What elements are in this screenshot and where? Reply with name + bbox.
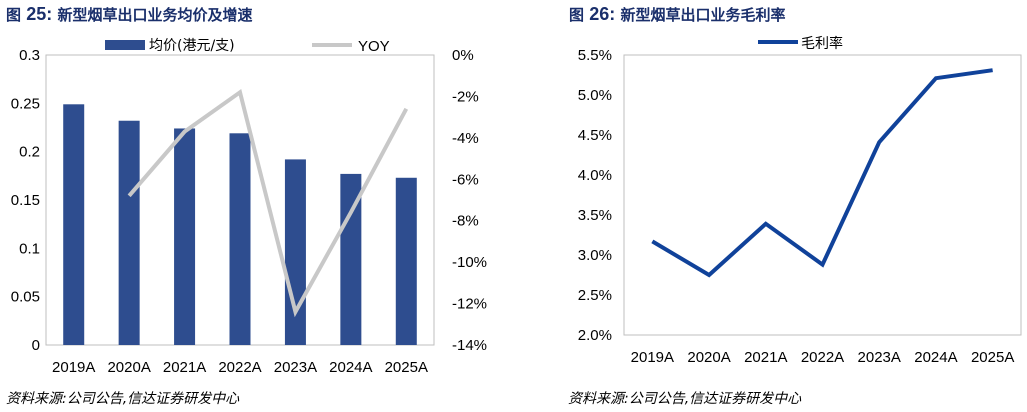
margin-x-tick-label: 2021A: [744, 349, 787, 366]
right-axis-tick-label: -4%: [452, 130, 479, 147]
left-chart: 0 0.05 0.1 0.15 0.2 0.25 0.3 0% -2% -4% -6% -8% -10…: [11, 38, 487, 376]
left-y-axis-ticks: 0 0.05 0.1 0.15 0.2 0.25 0.3: [11, 47, 40, 354]
price-bar: [229, 133, 251, 345]
price-bar: [284, 159, 306, 345]
left-figure-prefix: 图: [6, 6, 22, 24]
right-axis-tick-label: 0%: [452, 47, 474, 64]
left-figure-number: 25:: [26, 4, 53, 24]
right-plot-frame: [623, 54, 1022, 336]
left-axis-tick-label: 0.05: [11, 289, 40, 306]
price-bars: [63, 104, 417, 345]
margin-x-tick-label: 2019A: [631, 349, 674, 366]
left-axis-tick-label: 0.1: [19, 240, 40, 257]
left-figure-title-text: 新型烟草出口业务均价及增速: [57, 6, 253, 24]
right-figure-title: 图 26: 新型烟草出口业务毛利率: [569, 4, 786, 25]
right-axis-tick-label: -8%: [452, 213, 479, 230]
margin-line: [651, 68, 993, 278]
price-bar: [340, 173, 362, 345]
left-x-tick-label: 2021A: [163, 359, 206, 376]
price-bar: [395, 177, 417, 345]
margin-x-axis-ticks: 2019A 2020A 2021A 2022A 2023A 2024A 2025A: [631, 349, 1015, 366]
yoy-line: [127, 88, 409, 318]
legend-yoy-label: YOY: [358, 38, 390, 55]
margin-x-tick-label: 2020A: [687, 349, 730, 366]
left-x-tick-label: 2025A: [385, 359, 428, 376]
right-source-note: 资料来源:公司公告,信达证券研发中心: [568, 391, 802, 407]
margin-y-tick-label: 3.0%: [578, 247, 612, 264]
legend-price-swatch: [105, 40, 145, 50]
margin-y-tick-label: 2.5%: [578, 287, 612, 304]
legend-price-label: 均价(港元/支): [149, 38, 235, 54]
margin-y-axis-ticks: 2.0% 2.5% 3.0% 3.5% 4.0% 4.5% 5.0% 5.5%: [578, 47, 612, 344]
margin-x-tick-label: 2025A: [971, 349, 1014, 366]
margin-x-tick-label: 2023A: [858, 349, 901, 366]
right-y-axis-ticks: 0% -2% -4% -6% -8% -10% -12% -14%: [452, 47, 487, 354]
margin-y-tick-label: 5.0%: [578, 87, 612, 104]
right-axis-tick-label: -2%: [452, 88, 479, 105]
left-x-tick-label: 2024A: [329, 359, 372, 376]
margin-y-tick-label: 3.5%: [578, 207, 612, 224]
price-bar: [174, 128, 196, 345]
legend-margin-label: 毛利率: [801, 35, 843, 52]
right-axis-tick-label: -6%: [452, 171, 479, 188]
margin-x-tick-label: 2024A: [914, 349, 957, 366]
left-axis-tick-label: 0.15: [11, 192, 40, 209]
right-figure-number: 26:: [589, 4, 616, 24]
margin-y-tick-label: 2.0%: [578, 327, 612, 344]
right-chart: 2.0%2.5%3.0%3.5%4.0%4.5%5.0%5.5% 2019A 20…: [578, 35, 1022, 366]
left-axis-tick-label: 0.25: [11, 95, 40, 112]
left-source-note: 资料来源:公司公告,信达证券研发中心: [6, 391, 240, 407]
right-figure-prefix: 图: [569, 6, 585, 24]
left-x-tick-label: 2022A: [218, 359, 261, 376]
left-x-tick-label: 2020A: [107, 359, 150, 376]
right-figure-title-text: 新型烟草出口业务毛利率: [620, 6, 786, 24]
left-x-tick-label: 2023A: [274, 359, 317, 376]
left-axis-tick-label: 0: [32, 337, 40, 354]
right-axis-tick-label: -12%: [452, 296, 487, 313]
left-x-axis-ticks: 2019A 2020A 2021A 2022A 2023A 2024A 2025A: [52, 359, 428, 376]
price-bar: [63, 104, 85, 345]
left-x-tick-label: 2019A: [52, 359, 95, 376]
left-axis-tick-label: 0.2: [19, 144, 40, 161]
price-bar: [118, 120, 140, 345]
margin-x-tick-label: 2022A: [801, 349, 844, 366]
margin-y-tick-label: 4.0%: [578, 167, 612, 184]
margin-y-tick-label: 4.5%: [578, 127, 612, 144]
right-axis-tick-label: -14%: [452, 337, 487, 354]
left-axis-tick-label: 0.3: [19, 47, 40, 64]
left-figure-title: 图 25: 新型烟草出口业务均价及增速: [6, 4, 253, 25]
margin-y-tick-label: 5.5%: [578, 47, 612, 64]
right-axis-tick-label: -10%: [452, 254, 487, 271]
